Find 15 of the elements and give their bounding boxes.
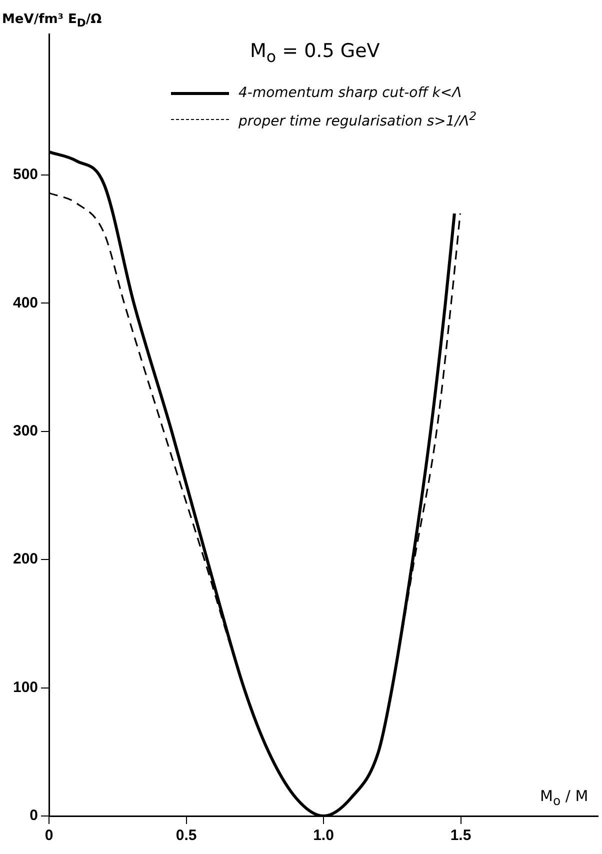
y-tick-label: 0 xyxy=(30,807,38,824)
legend-label: 4-momentum sharp cut-off k<Λ xyxy=(238,85,462,101)
x-tick-label: 0.5 xyxy=(176,827,197,844)
y-tick-label: 400 xyxy=(12,294,38,312)
y-tick-label: 500 xyxy=(12,166,38,184)
x-tick-label: 1.5 xyxy=(450,827,472,844)
y-tick-label: 200 xyxy=(12,550,38,568)
x-tick-label: 0 xyxy=(44,827,54,844)
y-tick-label: 100 xyxy=(12,678,38,696)
legend-label: proper time regularisation s>1/Λ$^{2}$ xyxy=(238,108,477,130)
x-tick-label: 1.0 xyxy=(313,827,334,844)
y-axis-title: MeV/fm³ E$_{D}$/Ω xyxy=(2,12,102,30)
y-tick-label: 300 xyxy=(12,422,38,440)
x-axis-title: M$_{o}$ / M xyxy=(540,787,588,808)
text: M$_{o}$ = 0.5 GeV xyxy=(250,40,380,66)
